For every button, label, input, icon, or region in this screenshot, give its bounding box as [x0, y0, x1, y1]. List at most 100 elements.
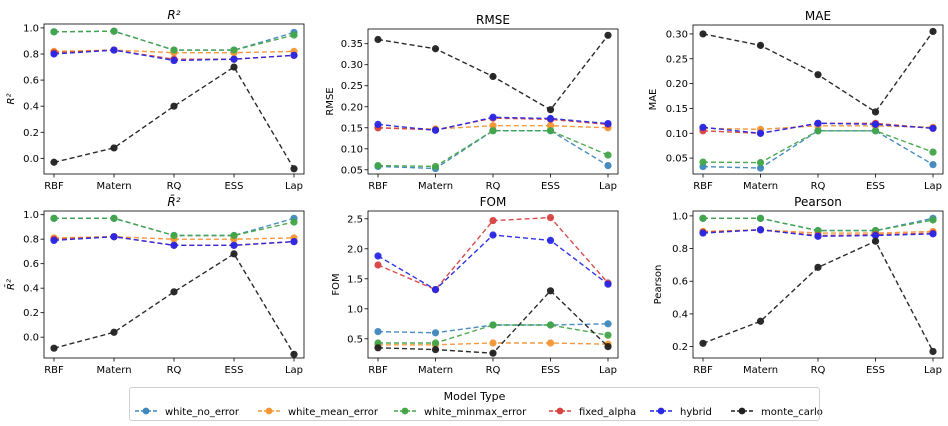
data-point-hybrid	[374, 252, 382, 260]
data-point-white_minmax_error	[814, 127, 822, 135]
data-point-monte_carlo	[50, 158, 58, 166]
x-tick-label: Matern	[743, 365, 778, 376]
series-line-monte_carlo	[702, 240, 934, 352]
data-point-hybrid	[929, 124, 937, 132]
y-tick-label: 0.2	[672, 342, 688, 353]
y-axis-label: R²	[6, 94, 17, 105]
data-point-monte_carlo	[604, 31, 612, 39]
data-point-monte_carlo	[110, 144, 118, 152]
data-point-monte_carlo	[170, 288, 178, 296]
data-point-white_minmax_error	[230, 46, 238, 54]
data-point-white_mean_error	[489, 339, 497, 347]
data-point-monte_carlo	[871, 237, 880, 245]
x-tick-label: Matern	[418, 365, 453, 376]
data-point-hybrid	[50, 236, 58, 244]
data-point-white_no_error	[604, 320, 612, 328]
data-point-white_minmax_error	[546, 321, 555, 329]
x-tick-label: RBF	[693, 181, 713, 192]
data-point-hybrid	[604, 119, 612, 128]
chart-panel-2: MAE MAE 0.05 0.10 0.15 0.20 0.25 0.30 RBF Matern R…	[648, 9, 944, 192]
legend-marker-white_mean_error	[265, 407, 273, 415]
y-tick-label: 0.05	[341, 165, 363, 176]
y-tick-label: 0.30	[666, 29, 688, 40]
data-point-hybrid	[230, 241, 238, 249]
legend-label-white_no_error: white_no_error	[165, 407, 240, 418]
y-tick-label: 0.6	[672, 277, 688, 288]
chart-title: R²	[167, 8, 180, 22]
data-point-monte_carlo	[50, 344, 58, 352]
data-point-white_no_error	[604, 161, 612, 170]
data-point-white_no_error	[929, 160, 937, 169]
series-line-white_minmax_error	[378, 324, 609, 344]
chart-panel-3: R̄² R̄² 0.0 0.2 0.4 0.6 0.8 1.0 RBF Matern RQ ESS La…	[4, 195, 305, 376]
legend-label-hybrid: hybrid	[680, 407, 712, 418]
x-tick-label: RQ	[811, 181, 826, 192]
data-point-white_minmax_error	[929, 148, 937, 156]
data-point-hybrid	[546, 114, 555, 123]
data-point-white_minmax_error	[110, 214, 118, 222]
data-point-monte_carlo	[929, 27, 937, 36]
data-point-hybrid	[871, 120, 880, 128]
data-point-white_minmax_error	[290, 218, 298, 226]
x-tick-label: RBF	[368, 365, 388, 376]
y-tick-label: 0.15	[341, 123, 363, 134]
x-tick-label: ESS	[866, 181, 885, 192]
data-point-hybrid	[814, 119, 822, 127]
data-point-monte_carlo	[230, 63, 238, 71]
y-tick-label: 0.0	[23, 333, 39, 344]
data-point-monte_carlo	[604, 343, 612, 351]
data-point-white_minmax_error	[489, 127, 497, 135]
legend-marker-white_minmax_error	[401, 407, 409, 415]
y-tick-label: 2.5	[347, 214, 363, 225]
legend-label-white_minmax_error: white_minmax_error	[424, 407, 527, 418]
data-point-white_minmax_error	[290, 31, 298, 39]
data-point-hybrid	[489, 231, 497, 239]
y-tick-label: 2.0	[347, 244, 363, 255]
y-axis-label: R̄²	[4, 279, 17, 290]
y-tick-label: 0.8	[672, 244, 688, 255]
data-point-hybrid	[50, 50, 58, 58]
data-point-hybrid	[170, 241, 178, 249]
y-tick-label: 0.4	[23, 102, 39, 113]
data-point-white_minmax_error	[604, 331, 612, 339]
y-tick-label: 0.4	[23, 284, 39, 295]
legend: Model Type	[129, 387, 820, 421]
data-point-white_minmax_error	[110, 27, 118, 35]
y-tick-label: 0.6	[23, 76, 39, 87]
data-point-hybrid	[431, 286, 440, 294]
chart-title: FOM	[480, 195, 507, 209]
x-tick-label: Matern	[743, 181, 778, 192]
y-tick-label: 0.0	[23, 154, 39, 165]
x-tick-label: Matern	[96, 181, 131, 192]
chart-title: Pearson	[794, 195, 842, 209]
x-tick-label: RQ	[486, 181, 501, 192]
data-point-monte_carlo	[756, 41, 765, 49]
y-tick-label: 0.2	[23, 128, 39, 139]
data-point-monte_carlo	[290, 165, 298, 173]
data-point-monte_carlo	[374, 35, 382, 44]
data-point-hybrid	[546, 236, 555, 244]
legend-marker-white_no_error	[142, 407, 150, 415]
y-tick-label: 0.25	[666, 54, 688, 65]
x-tick-label: Matern	[96, 365, 131, 376]
y-tick-label: 1.0	[23, 210, 39, 221]
data-point-white_minmax_error	[604, 151, 612, 159]
y-axis-label: MAE	[648, 89, 659, 111]
x-tick-label: Matern	[418, 181, 453, 192]
x-tick-label: RQ	[167, 365, 182, 376]
data-point-fixed_alpha	[489, 217, 497, 225]
x-tick-label: ESS	[224, 181, 243, 192]
x-tick-label: ESS	[866, 365, 885, 376]
x-tick-label: Lap	[285, 365, 303, 376]
y-axis-label: Pearson	[653, 265, 664, 305]
legend-label-monte_carlo: monte_carlo	[761, 407, 823, 418]
data-point-white_no_error	[374, 328, 382, 336]
data-point-hybrid	[230, 55, 238, 63]
data-point-fixed_alpha	[546, 214, 555, 222]
chart-title: RMSE	[476, 13, 510, 27]
y-tick-label: 0.8	[23, 50, 39, 61]
data-point-monte_carlo	[431, 346, 440, 354]
series-line-white_no_error	[377, 129, 609, 170]
data-point-hybrid	[871, 231, 880, 240]
